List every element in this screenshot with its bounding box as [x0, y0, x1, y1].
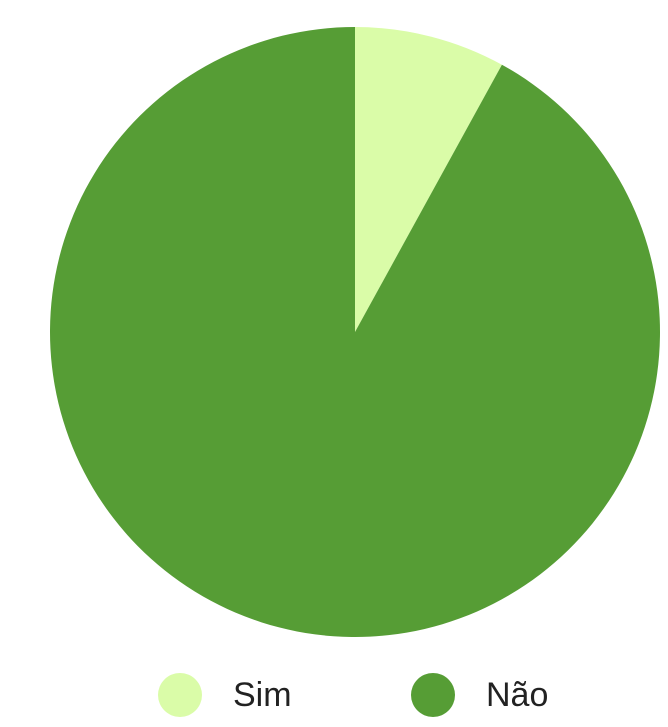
pie-slice: [50, 27, 661, 637]
legend-marker: [158, 673, 202, 717]
legend-label: Não: [486, 676, 548, 714]
legend-label: Sim: [233, 676, 292, 714]
legend-marker: [411, 673, 455, 717]
pie-slice: [355, 27, 502, 332]
